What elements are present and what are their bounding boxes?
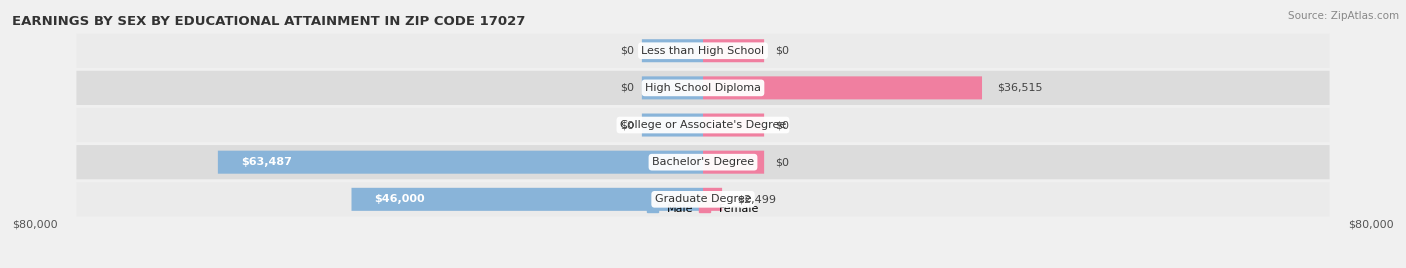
Text: $80,000: $80,000 [13,220,58,230]
FancyBboxPatch shape [76,71,1330,105]
Text: $2,499: $2,499 [737,194,776,204]
FancyBboxPatch shape [76,108,1330,142]
FancyBboxPatch shape [643,39,703,62]
Text: High School Diploma: High School Diploma [645,83,761,93]
Text: $0: $0 [776,157,790,167]
FancyBboxPatch shape [352,188,703,211]
FancyBboxPatch shape [643,76,703,99]
Text: College or Associate's Degree: College or Associate's Degree [620,120,786,130]
Text: EARNINGS BY SEX BY EDUCATIONAL ATTAINMENT IN ZIP CODE 17027: EARNINGS BY SEX BY EDUCATIONAL ATTAINMEN… [13,16,526,28]
Text: $0: $0 [620,46,634,56]
Legend: Male, Female: Male, Female [643,199,763,218]
FancyBboxPatch shape [703,114,763,137]
FancyBboxPatch shape [703,151,763,174]
Text: Source: ZipAtlas.com: Source: ZipAtlas.com [1288,11,1399,21]
Text: $0: $0 [776,46,790,56]
Text: $80,000: $80,000 [1348,220,1393,230]
Text: Bachelor's Degree: Bachelor's Degree [652,157,754,167]
Text: $0: $0 [620,83,634,93]
FancyBboxPatch shape [643,114,703,137]
FancyBboxPatch shape [703,39,763,62]
Text: $0: $0 [620,120,634,130]
FancyBboxPatch shape [703,188,723,211]
Text: $36,515: $36,515 [997,83,1043,93]
FancyBboxPatch shape [703,76,981,99]
Text: $0: $0 [776,120,790,130]
FancyBboxPatch shape [76,182,1330,217]
Text: Less than High School: Less than High School [641,46,765,56]
Text: Graduate Degree: Graduate Degree [655,194,751,204]
FancyBboxPatch shape [218,151,703,174]
Text: $63,487: $63,487 [240,157,291,167]
Text: $46,000: $46,000 [374,194,425,204]
FancyBboxPatch shape [76,145,1330,179]
FancyBboxPatch shape [76,34,1330,68]
